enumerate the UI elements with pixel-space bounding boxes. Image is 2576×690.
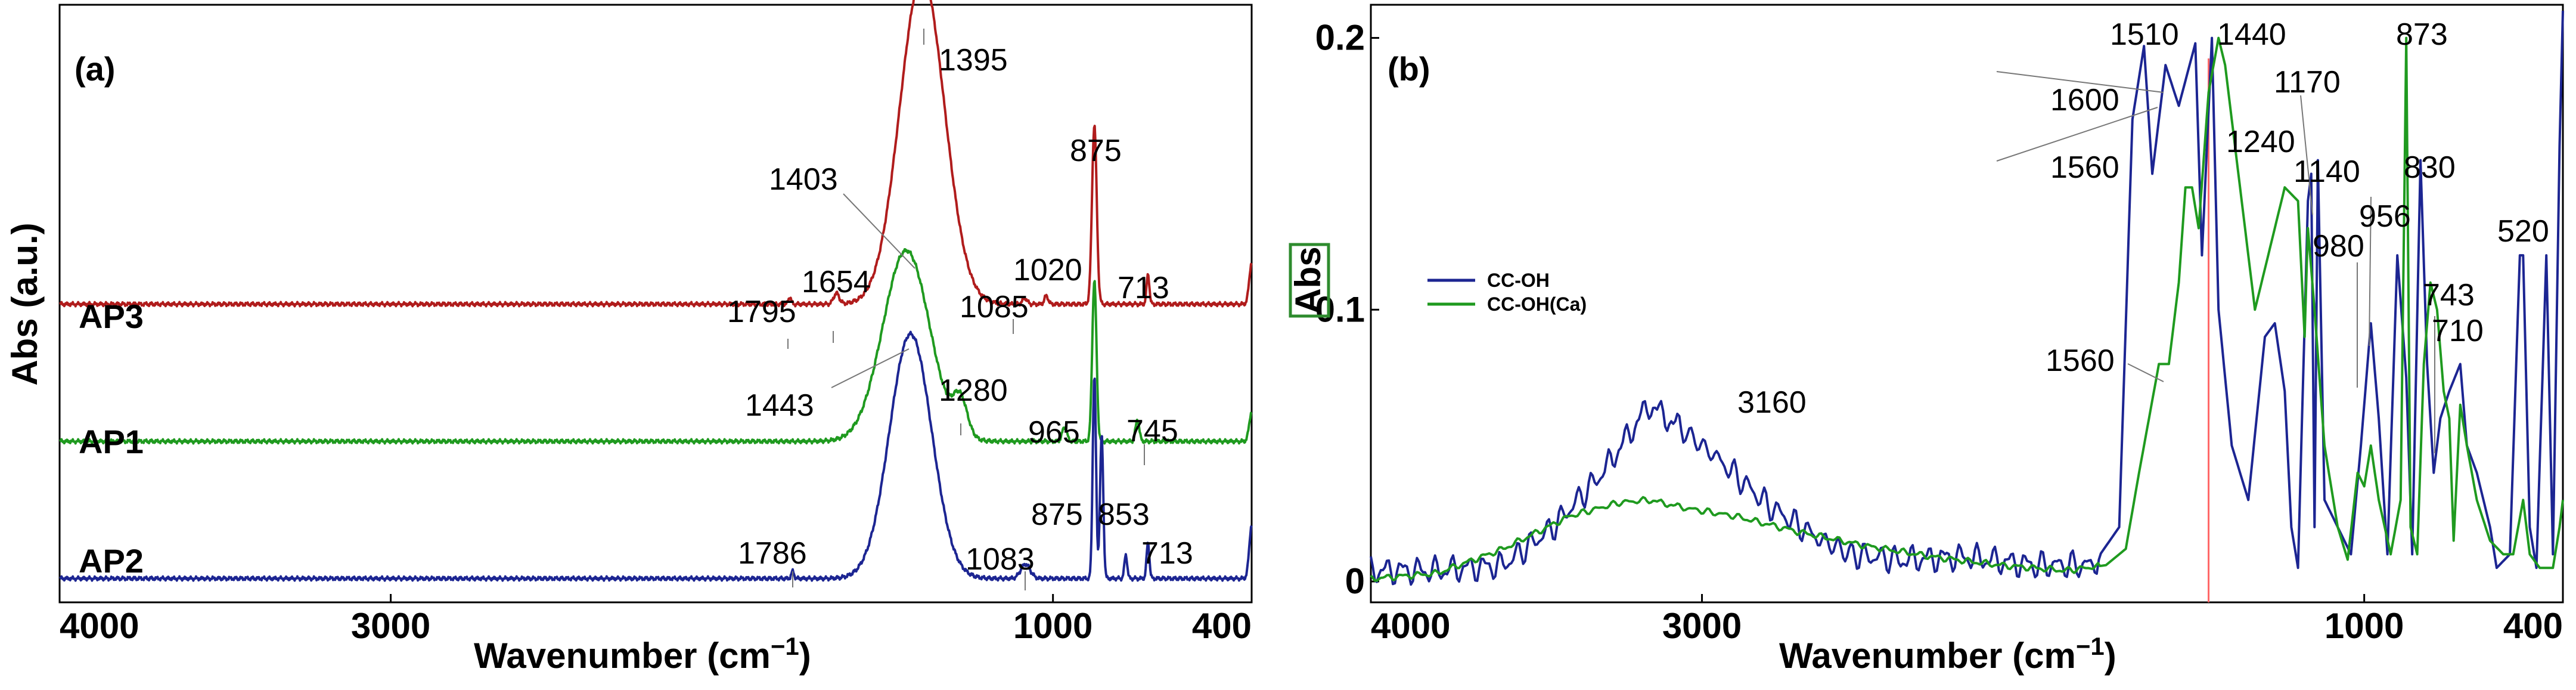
legend-label-cc-oh: CC-OH [1487, 270, 1550, 291]
peak-label-873: 873 [2396, 17, 2448, 52]
peak-label-830: 830 [2404, 150, 2456, 185]
peak-label-1510: 1510 [2110, 17, 2179, 52]
trace-label-ap2: AP2 [79, 542, 144, 580]
leader-1560-top [1996, 107, 2158, 162]
leader-1170 [2300, 95, 2313, 215]
y-axis-label-b: Abs [1288, 246, 1328, 314]
peak-label-520: 520 [2497, 214, 2549, 249]
chart-panel-b: (b) 4000 3000 1000 400 0 0.1 0.2 Wavenumber (… [1288, 4, 2564, 676]
y-tick-label-b-0: 0 [1345, 561, 1365, 601]
x-tick-label-a-400: 400 [1192, 606, 1252, 646]
x-tick-label-b-3000: 3000 [1662, 606, 1742, 646]
x-axis-label-a: Wavenumber (cm−1) [474, 632, 811, 676]
x-axis-label-a-text: Wavenumber (cm [474, 636, 771, 676]
x-axis-label-b-sup: −1 [2076, 632, 2105, 660]
peak-label-713-ap2: 713 [1141, 536, 1193, 571]
y-tick-label-b-0.1: 0.1 [1315, 289, 1365, 329]
leader-956 [2369, 196, 2372, 346]
peak-label-1443: 1443 [745, 388, 814, 423]
x-tick-label-a-1000: 1000 [1013, 606, 1093, 646]
peak-label-1795: 1795 [727, 295, 796, 329]
panel-label-a: (a) [75, 50, 115, 88]
plot-frame-b [1370, 4, 2564, 604]
peak-label-980: 980 [2313, 229, 2364, 264]
x-tick-label-b-400: 400 [2503, 606, 2563, 646]
peak-label-1170: 1170 [2274, 65, 2341, 100]
peak-label-713-ap3: 713 [1118, 271, 1169, 305]
y-ticks-b: 0 0.1 0.2 [1315, 18, 1379, 601]
peak-label-1083: 1083 [966, 542, 1035, 577]
peak-label-875-ap2: 875 [1031, 497, 1083, 532]
spectrum-ap3 [59, 0, 1253, 308]
leader-1600 [1996, 71, 2164, 93]
peak-label-1560-top: 1560 [2050, 150, 2119, 185]
x-axis-label-b-close: ) [2105, 636, 2116, 676]
x-tick-label-a-3000: 3000 [351, 606, 430, 646]
peak-label-1140: 1140 [2293, 154, 2360, 189]
leader-1560-bottom [2127, 363, 2164, 382]
spectrum-ap2 [59, 330, 1253, 582]
peak-label-1654: 1654 [802, 265, 871, 299]
legend-b: CC-OH CC-OH(Ca) [1427, 270, 1587, 315]
peak-label-3160: 3160 [1737, 385, 1807, 420]
y-tick-label-b-0.2: 0.2 [1315, 18, 1365, 58]
panel-label-b: (b) [1388, 50, 1430, 88]
trace-label-ap1: AP1 [79, 423, 144, 460]
x-tick-label-a-4000: 4000 [60, 606, 139, 646]
x-axis-label-a-sup: −1 [771, 632, 799, 660]
x-ticks-a: 4000 3000 1000 400 [58, 594, 1253, 646]
leader-1443 [831, 348, 910, 388]
chart-panel-a: (a) 4000 3000 1000 400 Wavenumber (cm−1) Ab… [5, 0, 1253, 676]
y-axis-label-box-b [1289, 243, 1330, 318]
peak-label-710: 710 [2432, 314, 2484, 348]
peak-label-956: 956 [2359, 199, 2411, 234]
peak-label-1440: 1440 [2217, 17, 2286, 52]
peak-label-1280: 1280 [939, 373, 1008, 408]
peak-label-1600: 1600 [2050, 83, 2119, 117]
trace-label-ap3: AP3 [79, 298, 144, 335]
peak-label-1240: 1240 [2226, 125, 2295, 159]
spectrum-cc-oh-ca [1370, 36, 2564, 582]
x-axis-label-b-text: Wavenumber (cm [1779, 636, 2076, 676]
peak-label-853: 853 [1098, 497, 1150, 532]
peak-label-743: 743 [2423, 278, 2475, 312]
leader-1403 [843, 193, 915, 269]
x-axis-label-a-close: ) [799, 636, 811, 676]
x-ticks-b: 4000 3000 1000 400 [1370, 594, 2564, 646]
x-tick-label-b-4000: 4000 [1371, 606, 1450, 646]
peak-label-1786: 1786 [738, 536, 807, 571]
peak-label-1403: 1403 [769, 162, 838, 197]
legend-label-cc-oh-ca: CC-OH(Ca) [1487, 293, 1587, 315]
peak-label-1020: 1020 [1013, 253, 1082, 287]
peak-label-1560-bottom: 1560 [2046, 344, 2115, 378]
peak-label-1395: 1395 [939, 43, 1008, 78]
y-axis-label-a: Abs (a.u.) [5, 222, 45, 385]
spectrum-ap1 [59, 248, 1253, 445]
peak-label-965: 965 [1028, 415, 1080, 450]
peak-label-1085: 1085 [960, 290, 1029, 324]
x-axis-label-b: Wavenumber (cm−1) [1779, 632, 2116, 676]
peak-label-875-ap3: 875 [1070, 134, 1122, 168]
x-tick-label-b-1000: 1000 [2324, 606, 2404, 646]
peak-label-745: 745 [1126, 414, 1178, 448]
